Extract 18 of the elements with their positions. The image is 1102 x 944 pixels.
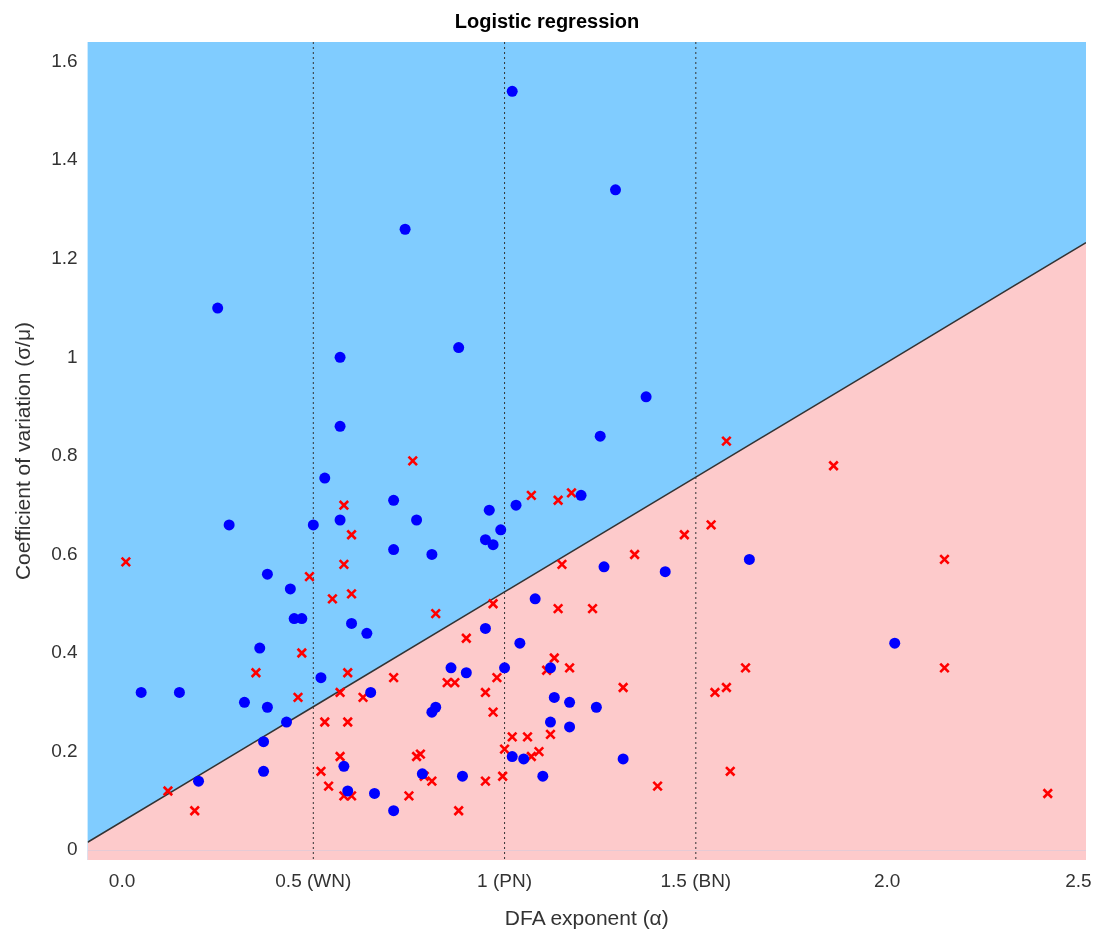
y-tick-label: 0 (67, 838, 78, 860)
y-tick-label: 0.4 (51, 641, 79, 663)
x-tick-label: 0.5 (WN) (275, 869, 352, 891)
x-tick-label: 1.5 (BN) (660, 869, 732, 891)
y-tick-label: 1.2 (51, 247, 78, 269)
y-tick-label: 0.2 (51, 739, 78, 761)
chart-title: Logistic regression (454, 9, 640, 32)
x-tick-label: 2.5 (1065, 869, 1092, 891)
y-tick-label: 0.6 (51, 542, 78, 564)
x-tick-label: 2.0 (873, 869, 901, 891)
y-tick-label: 1 (67, 345, 78, 367)
y-axis-title: Coefficient of variation (σ/μ) (11, 321, 35, 581)
y-tick-label: 1.6 (51, 49, 78, 71)
y-tick-label: 1.4 (51, 148, 79, 170)
x-axis-title: DFA exponent (α) (504, 906, 669, 930)
y-tick-label: 0.8 (51, 444, 78, 466)
x-tick-label: 1 (PN) (477, 869, 533, 891)
x-tick-label: 0.0 (108, 869, 136, 891)
